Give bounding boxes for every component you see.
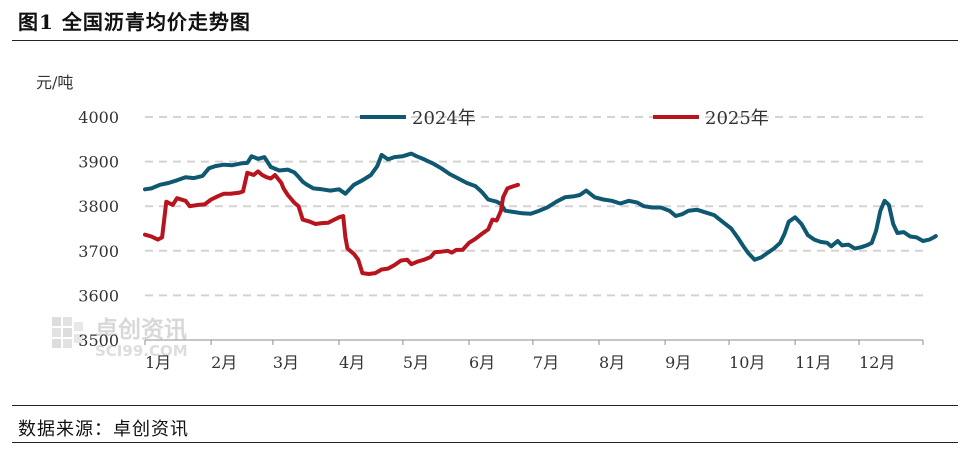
x-tick-label: 4月 <box>339 353 365 372</box>
y-axis-label: 元/吨 <box>36 73 73 92</box>
x-tick-label: 12月 <box>859 353 895 372</box>
x-tick-label: 9月 <box>665 353 691 372</box>
page-title: 图1 全国沥青均价走势图 <box>18 10 251 34</box>
series-layer <box>143 151 938 276</box>
y-tick-label: 3500 <box>78 331 119 350</box>
source-note: 数据来源：卓创资讯 <box>18 419 189 440</box>
legend: 2024年 2025年 <box>360 108 769 129</box>
watermark-logo: 卓创资讯 SCI99.COM <box>52 317 188 360</box>
x-tick-label: 8月 <box>599 353 625 372</box>
x-axis-ticks: 1月 2月 3月 4月 5月 6月 7月 8月 9月 10月 11月 12月 <box>144 340 924 372</box>
x-tick-label: 11月 <box>795 353 831 372</box>
series-line-1 <box>143 151 938 262</box>
legend-label: 2024年 <box>412 108 476 129</box>
x-tick-label: 5月 <box>403 353 429 372</box>
y-gridlines <box>145 116 923 297</box>
x-tick-label: 2月 <box>211 353 237 372</box>
watermark-name: 卓创资讯 <box>95 317 187 343</box>
x-tick-label: 7月 <box>533 353 559 372</box>
x-tick-label: 3月 <box>273 353 299 372</box>
watermark-domain: SCI99.COM <box>95 342 188 360</box>
x-tick-label: 6月 <box>469 353 495 372</box>
legend-label: 2025年 <box>705 108 769 129</box>
y-tick-label: 3600 <box>78 286 119 305</box>
x-tick-label: 1月 <box>145 353 171 372</box>
y-tick-label: 4000 <box>78 108 119 127</box>
footer-divider-top <box>12 405 958 406</box>
y-axis-ticks: 3500 3600 3700 3800 3900 4000 <box>78 108 119 350</box>
series-line-2 <box>143 169 520 276</box>
title-divider <box>12 40 958 41</box>
y-tick-label: 3700 <box>78 242 119 261</box>
x-tick-label: 10月 <box>729 353 765 372</box>
y-tick-label: 3900 <box>78 153 119 172</box>
footer-divider-bottom <box>12 442 958 443</box>
y-tick-label: 3800 <box>78 197 119 216</box>
